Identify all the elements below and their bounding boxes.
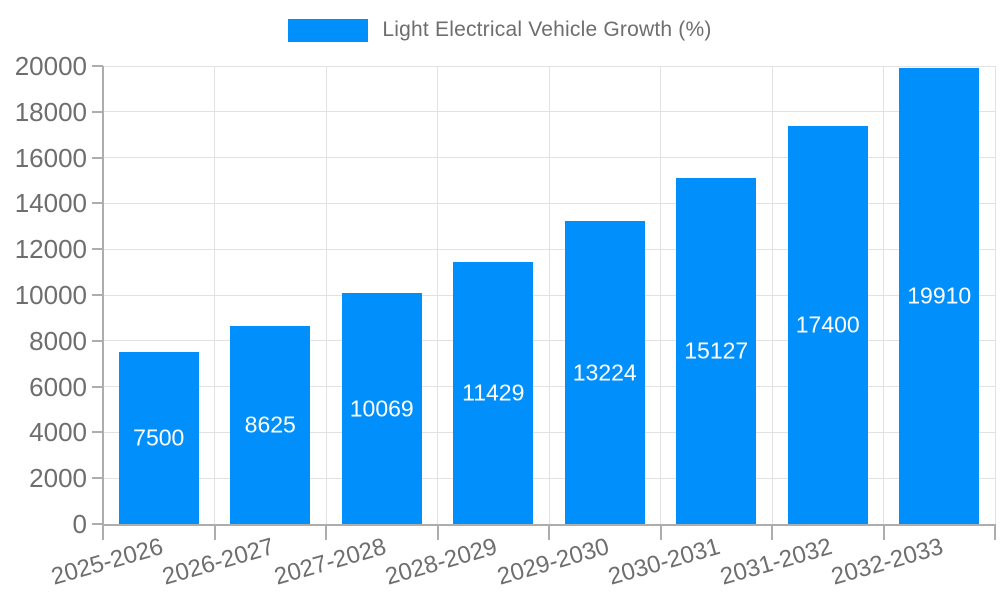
y-axis-tick (92, 385, 103, 388)
bar[interactable]: 11429 (453, 262, 534, 524)
y-axis-tick-label: 14000 (14, 188, 87, 219)
gridline-vertical (994, 66, 996, 524)
y-axis-tick (92, 523, 103, 525)
x-axis-tick (102, 526, 104, 540)
y-axis-tick-label: 16000 (14, 142, 87, 173)
bar[interactable]: 15127 (676, 177, 757, 524)
bar-value-label: 15127 (684, 337, 749, 364)
x-axis-tick (436, 526, 439, 540)
bar-value-label: 7500 (133, 424, 185, 451)
y-axis-tick (92, 156, 103, 159)
bar-value-label: 8625 (244, 411, 296, 438)
bar-value-label: 19910 (907, 282, 972, 309)
bar[interactable]: 13224 (564, 221, 645, 524)
x-axis-line (102, 524, 996, 526)
x-axis-tick (882, 526, 885, 540)
y-axis-tick (92, 65, 103, 67)
y-axis-tick (92, 477, 103, 480)
bar[interactable]: 17400 (787, 125, 868, 524)
gridline-vertical (548, 66, 550, 524)
gridline-vertical (660, 66, 661, 524)
legend-swatch (288, 18, 369, 42)
legend[interactable]: Light Electrical Vehicle Growth (%) (0, 18, 1000, 42)
y-axis-tick (92, 248, 103, 251)
bar[interactable]: 19910 (899, 68, 980, 524)
y-axis-tick (92, 110, 103, 113)
y-axis-tick-label: 4000 (29, 417, 87, 448)
x-axis-tick (213, 526, 216, 540)
y-axis-tick (92, 431, 103, 434)
y-axis-tick-label: 20000 (14, 51, 87, 81)
y-axis-tick (92, 339, 103, 342)
y-axis-tick-label: 12000 (14, 234, 87, 265)
bar[interactable]: 10069 (341, 293, 422, 524)
y-axis-tick-label: 18000 (14, 96, 87, 127)
bar-value-label: 11429 (462, 379, 525, 406)
y-axis-tick-label: 2000 (29, 463, 87, 494)
y-axis-tick-label: 0 (72, 509, 87, 539)
gridline-vertical (325, 66, 327, 524)
y-axis-tick (92, 202, 103, 205)
bar-value-label: 10069 (349, 395, 414, 422)
gridline-vertical (771, 66, 773, 524)
x-axis-tick (994, 526, 996, 540)
x-axis-tick (325, 526, 327, 540)
bar[interactable]: 7500 (118, 352, 199, 524)
legend-label: Light Electrical Vehicle Growth (%) (382, 18, 712, 41)
bar-value-label: 13224 (572, 359, 637, 386)
x-axis-tick (771, 526, 773, 540)
x-axis-tick (659, 526, 662, 540)
gridline-vertical (214, 66, 215, 524)
y-axis-tick-label: 6000 (29, 371, 87, 402)
y-axis-tick-label: 8000 (29, 325, 87, 356)
bar-value-label: 17400 (795, 311, 860, 338)
bar[interactable]: 8625 (230, 326, 311, 524)
gridline-vertical (883, 66, 884, 524)
gridline-vertical (437, 66, 438, 524)
y-axis-tick-label: 10000 (14, 280, 87, 310)
y-axis-line (102, 66, 104, 526)
x-axis-tick (548, 526, 550, 540)
y-axis-tick (92, 294, 103, 296)
